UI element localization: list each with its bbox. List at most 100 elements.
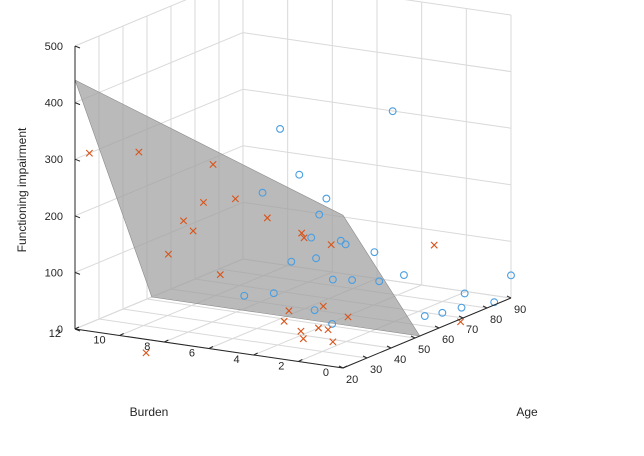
data-point-cross	[324, 326, 332, 334]
data-point-cross	[216, 271, 224, 279]
cross-stroke	[299, 335, 307, 343]
cross-stroke	[209, 160, 217, 169]
data-point-circle	[375, 277, 384, 286]
data-point-cross	[285, 307, 293, 315]
data-point-circle	[258, 188, 267, 197]
z-tick-mark	[74, 215, 81, 219]
x-tick-label: 20	[346, 374, 358, 386]
y-tick-label: 6	[189, 348, 195, 360]
data-point-cross	[142, 349, 150, 357]
x-tick-label: 50	[418, 344, 430, 356]
data-point-circle	[438, 308, 447, 317]
data-point-cross	[280, 317, 288, 325]
z-tick-label: 400	[45, 98, 63, 110]
cross-stroke	[142, 349, 150, 357]
x-axis-label: Age	[516, 405, 538, 419]
z-tick-mark	[74, 45, 81, 49]
data-point-cross	[135, 148, 143, 156]
side-wall-gridline	[242, 88, 512, 129]
data-point-cross	[319, 302, 327, 310]
y-axis-label: Burden	[130, 405, 169, 419]
data-point-circle	[490, 298, 499, 307]
cross-stroke	[285, 307, 293, 315]
y-tick-mark	[208, 346, 214, 349]
data-point-cross	[189, 227, 197, 235]
x-tick-label: 60	[442, 334, 454, 346]
side-wall-gridline	[242, 32, 512, 73]
cross-stroke	[216, 271, 224, 279]
data-point-circle	[322, 194, 331, 203]
z-tick-mark	[74, 102, 81, 106]
axes-layer: 2030405060708090024681012010020030040050…	[45, 41, 527, 386]
y-tick-mark	[164, 339, 169, 343]
data-point-circle	[370, 248, 379, 257]
cross-stroke	[164, 250, 172, 258]
x-tick-mark	[386, 345, 392, 349]
data-point-circle	[460, 289, 469, 298]
y-tick-label: 4	[234, 354, 240, 366]
points-layer	[85, 107, 515, 357]
z-tick-mark	[74, 328, 81, 332]
cross-stroke	[280, 317, 288, 325]
data-point-cross	[430, 241, 438, 249]
x-tick-mark	[434, 325, 440, 329]
data-point-circle	[328, 319, 337, 328]
data-point-circle	[420, 312, 429, 321]
x-tick-label: 90	[514, 304, 526, 316]
x-tick-label: 80	[490, 314, 502, 326]
y-tick-label: 0	[323, 367, 329, 379]
data-point-cross	[314, 324, 323, 332]
cross-stroke	[85, 149, 93, 157]
cross-stroke	[344, 313, 352, 321]
cross-stroke	[179, 217, 188, 225]
data-point-cross	[300, 234, 308, 242]
y-tick-label: 12	[49, 328, 61, 340]
data-point-circle	[507, 271, 515, 280]
cross-stroke	[135, 148, 143, 156]
z-tick-mark	[74, 271, 81, 275]
x-axis-line	[342, 297, 512, 369]
x-tick-mark	[362, 355, 368, 359]
data-point-circle	[388, 107, 397, 116]
cross-stroke	[263, 214, 271, 222]
cross-stroke	[319, 302, 327, 310]
x-tick-mark	[410, 335, 416, 339]
x-tick-label: 30	[370, 364, 382, 376]
side-wall-gridline	[242, 145, 512, 186]
y-tick-mark	[119, 333, 124, 336]
data-point-circle	[269, 289, 278, 298]
cross-stroke	[329, 338, 337, 346]
y-tick-mark	[253, 352, 258, 356]
data-point-cross	[199, 198, 208, 206]
x-tick-label: 40	[394, 354, 406, 366]
cross-stroke	[457, 318, 465, 326]
z-tick-label: 500	[45, 41, 63, 53]
data-point-cross	[209, 160, 217, 169]
cross-stroke	[189, 227, 197, 235]
cross-stroke	[327, 241, 335, 249]
data-point-cross	[329, 338, 337, 346]
side-wall-gridline	[404, 0, 512, 16]
cross-stroke	[298, 229, 306, 237]
data-point-circle	[287, 257, 296, 266]
data-point-cross	[263, 214, 271, 222]
data-point-cross	[298, 229, 306, 237]
data-point-circle	[312, 254, 321, 263]
z-tick-mark	[74, 158, 81, 162]
cross-stroke	[231, 195, 239, 203]
data-point-circle	[276, 124, 285, 133]
data-point-circle	[328, 275, 337, 284]
x-tick-mark	[506, 295, 512, 299]
data-point-cross	[231, 195, 239, 203]
y-tick-label: 2	[278, 361, 284, 373]
x-tick-label: 70	[466, 324, 478, 336]
z-tick-label: 0	[57, 324, 63, 336]
cross-stroke	[430, 241, 438, 249]
data-point-circle	[240, 291, 249, 300]
y-tick-mark	[342, 365, 348, 369]
x-tick-mark	[458, 315, 464, 319]
data-point-circle	[399, 271, 408, 279]
y-tick-mark	[298, 359, 303, 362]
